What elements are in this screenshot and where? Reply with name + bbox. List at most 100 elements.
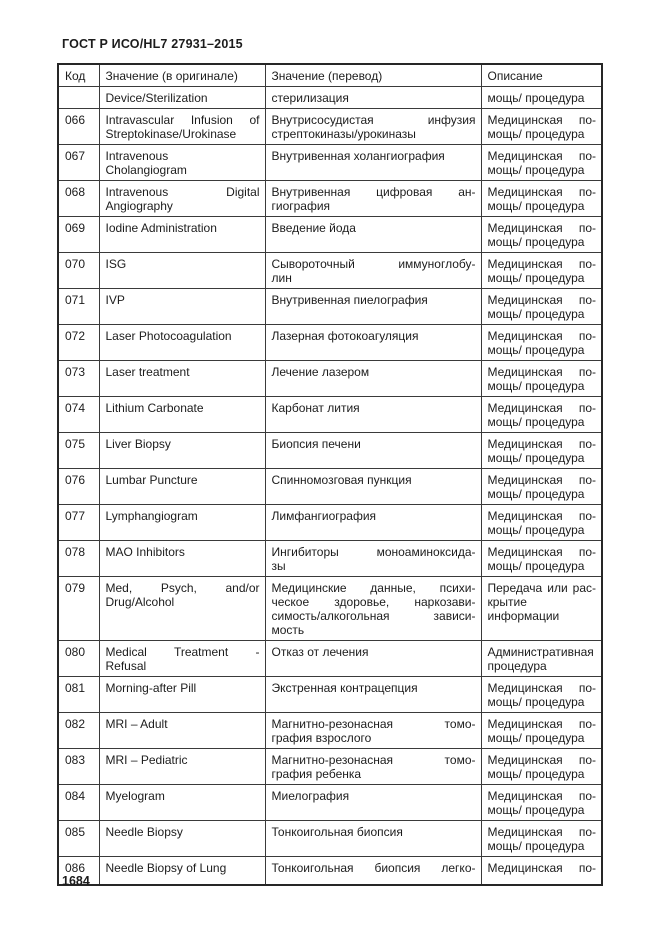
code-cell: 074 <box>57 396 100 433</box>
table-row: 075 Liver Biopsy Биопсия печени Медицинская… <box>57 432 603 469</box>
table-row: 085 Needle Biopsy Тонкоигольная биопсия Мед… <box>57 820 603 857</box>
original-cell: Laser Photocoagulation <box>98 324 266 361</box>
translation-cell: Сывороточный иммуноглобу-лин <box>264 252 482 289</box>
cell-line: Drug/Alcohol <box>105 595 175 609</box>
cell-line: Lumbar Puncture <box>105 473 198 487</box>
table-row: 068 Intravenous Digital Angiography Внутрив… <box>57 180 603 217</box>
cell-line: Медицинские данные, психи- <box>271 581 476 595</box>
code-cell: 077 <box>57 504 100 541</box>
cell-line: Медицинская по- <box>487 825 597 839</box>
table-row: 077 Lymphangiogram Лимфангиография Медицинс… <box>57 504 603 541</box>
code-cell: 082 <box>57 712 100 749</box>
cell-line: мощь/ процедура <box>487 91 585 105</box>
translation-cell: Внутрисосудистая инфузия стрептокиназы/ур… <box>264 108 482 145</box>
translation-cell: Экстренная контрацепция <box>264 676 482 713</box>
translation-cell: Карбонат лития <box>264 396 482 433</box>
cell-line: 084 <box>65 789 86 803</box>
translation-cell: Медицинские данные, психи-ческое здоровь… <box>264 576 482 641</box>
cell-line: Медицинская по- <box>487 753 597 767</box>
cell-line: мощь/ процедура <box>487 487 585 501</box>
cell-line: Введение йода <box>271 221 356 235</box>
cell-line: MRI – Pediatric <box>105 753 188 767</box>
cell-line: Тонкоигольная биопсия легко- <box>271 861 476 875</box>
original-cell: ISG <box>98 252 266 289</box>
code-cell: 081 <box>57 676 100 713</box>
description-cell: Медицинская по- <box>480 856 603 886</box>
cell-line: Needle Biopsy <box>105 825 183 839</box>
cell-line: симость/алкогольная зависи- <box>271 609 476 623</box>
code-cell: 072 <box>57 324 100 361</box>
code-cell: 068 <box>57 180 100 217</box>
cell-line: Внутривенная цифровая ан- <box>271 185 476 199</box>
cell-line: Intravenous <box>105 149 169 163</box>
cell-line: Экстренная контрацепция <box>271 681 418 695</box>
translation-cell: Лечение лазером <box>264 360 482 397</box>
cell-line: 067 <box>65 149 86 163</box>
cell-line: 080 <box>65 645 86 659</box>
cell-line: ческое здоровье, наркозави- <box>271 595 476 609</box>
translation-cell: Лазерная фотокоагуляция <box>264 324 482 361</box>
cell-line: Iodine Administration <box>105 221 217 235</box>
translation-cell: стерилизация <box>264 86 482 109</box>
cell-line: Медицинская по- <box>487 437 597 451</box>
cell-line: Карбонат лития <box>271 401 360 415</box>
cell-line: стерилизация <box>271 91 349 105</box>
cell-line: процедура <box>487 659 547 673</box>
cell-line: мощь/ процедура <box>487 767 585 781</box>
cell-line: Спинномозговая пункция <box>271 473 412 487</box>
table-row: 071 IVP Внутривенная пиелография Медицинска… <box>57 288 603 325</box>
cell-line: 066 <box>65 113 86 127</box>
cell-line: Angiography <box>105 199 173 213</box>
table-body: Device/Sterilization стерилизация мощь/ пр… <box>57 86 603 886</box>
code-table: Код Значение (в оригинале) Значение (пер… <box>57 63 603 886</box>
original-cell: Lithium Carbonate <box>98 396 266 433</box>
code-cell: 085 <box>57 820 100 857</box>
cell-line: 086 <box>65 861 86 875</box>
cell-line: IVP <box>105 293 125 307</box>
cell-line: Лечение лазером <box>271 365 370 379</box>
code-cell: 086 <box>57 856 100 886</box>
table-row: 084 Myelogram Миелография Медицинская по-мо… <box>57 784 603 821</box>
table-row: 083 MRI – Pediatric Магнитно-резонасная то… <box>57 748 603 785</box>
description-cell: Медицинская по-мощь/ процедура <box>480 748 603 785</box>
description-cell: Административная процедура <box>480 640 603 677</box>
code-cell: 066 <box>57 108 100 145</box>
cell-line: Медицинская по- <box>487 509 597 523</box>
cell-line: Внутрисосудистая инфузия <box>271 113 476 127</box>
translation-cell: Миелография <box>264 784 482 821</box>
original-cell: Intravascular Infusion of Streptokinase/U… <box>98 108 266 145</box>
cell-line: 078 <box>65 545 86 559</box>
cell-line: мощь/ процедура <box>487 235 585 249</box>
cell-line: Тонкоигольная биопсия <box>271 825 403 839</box>
cell-line: мощь/ процедура <box>487 307 585 321</box>
cell-line: Med, Psych, and/or <box>105 581 260 595</box>
original-cell: Needle Biopsy of Lung <box>98 856 266 886</box>
document-title: ГОСТ Р ИСО/HL7 27931–2015 <box>62 37 243 51</box>
description-cell: Медицинская по-мощь/ процедура <box>480 784 603 821</box>
description-cell: Медицинская по-мощь/ процедура <box>480 820 603 857</box>
translation-cell: Внутривенная холангиография <box>264 144 482 181</box>
cell-line: Медицинская по- <box>487 221 597 235</box>
cell-line: мощь/ процедура <box>487 343 585 357</box>
cell-line: 072 <box>65 329 86 343</box>
cell-line: Медицинская по- <box>487 861 597 875</box>
cell-line: Медицинская по- <box>487 329 597 343</box>
table-row: 073 Laser treatment Лечение лазером Медицин… <box>57 360 603 397</box>
cell-line: Медицинская по- <box>487 113 597 127</box>
cell-line: Refusal <box>105 659 147 673</box>
cell-line: мощь/ процедура <box>487 559 585 573</box>
original-cell: Lymphangiogram <box>98 504 266 541</box>
cell-line: Лимфангиография <box>271 509 377 523</box>
code-cell: 067 <box>57 144 100 181</box>
cell-line: мощь/ процедура <box>487 379 585 393</box>
description-cell: Медицинская по-мощь/ процедура <box>480 288 603 325</box>
cell-line: Intravascular Infusion of <box>105 113 260 127</box>
table-row: 067 Intravenous Cholangiogram Внутривенная … <box>57 144 603 181</box>
original-cell: MRI – Pediatric <box>98 748 266 785</box>
original-cell: MAO Inhibitors <box>98 540 266 577</box>
original-cell: Myelogram <box>98 784 266 821</box>
table-header-row: Код Значение (в оригинале) Значение (пер… <box>57 63 603 87</box>
table-row: 076 Lumbar Puncture Спинномозговая пункция… <box>57 468 603 505</box>
column-header-original: Значение (в оригинале) <box>98 63 266 87</box>
